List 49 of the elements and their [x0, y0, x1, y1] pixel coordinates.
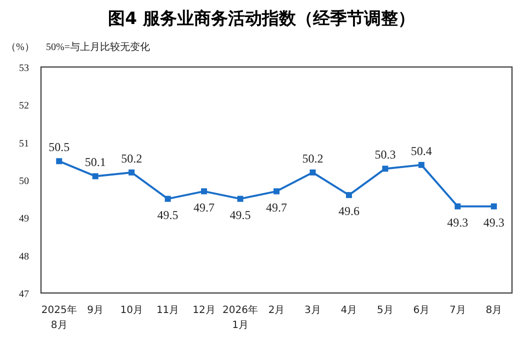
- data-label: 50.4: [410, 144, 432, 158]
- point: [128, 169, 135, 176]
- x-tick-label: 3月: [304, 305, 321, 316]
- data-label: 49.3: [447, 215, 468, 230]
- point: [164, 196, 171, 202]
- x-tick-label: 5月: [377, 305, 394, 316]
- x-tick-label: 8月: [486, 305, 502, 316]
- point: [310, 169, 316, 176]
- point: [92, 173, 98, 180]
- data-label: 50.2: [302, 151, 324, 166]
- point: [237, 196, 244, 202]
- x-tick-label: 12月: [192, 305, 216, 316]
- data-label: 49.5: [157, 208, 178, 222]
- data-label: 50.5: [48, 140, 70, 154]
- y-tick-label: 51: [19, 138, 29, 150]
- y-tick-label: 49: [19, 214, 29, 225]
- y-tick-label: 47: [19, 289, 29, 300]
- data-label: 49.5: [230, 208, 251, 222]
- data-label: 50.2: [121, 151, 142, 166]
- y-tick-label: 52: [19, 100, 29, 112]
- y-tick-label: 48: [19, 251, 29, 262]
- data-label: 49.7: [194, 200, 215, 214]
- point: [490, 203, 497, 210]
- y-tick-label: 53: [19, 63, 29, 74]
- y-axis-title: （%）: [6, 42, 34, 53]
- x-tick-label: 4月: [340, 305, 358, 316]
- data-label: 49.6: [338, 204, 360, 218]
- data-label: 50.3: [374, 148, 396, 162]
- chart-title: 图4 服务业商务活动指数（经季节调整）: [108, 9, 415, 29]
- point: [454, 203, 461, 210]
- x-tick-label: 10月: [120, 305, 143, 316]
- point: [418, 162, 424, 168]
- point: [346, 192, 352, 198]
- point: [201, 188, 208, 194]
- point: [274, 188, 280, 194]
- x-tick-label: 2026年 1月: [222, 304, 258, 331]
- data-label: 49.3: [483, 215, 504, 230]
- x-tick-label: 2月: [268, 305, 285, 316]
- data-label: 49.7: [266, 200, 287, 214]
- data-label: 50.1: [84, 155, 106, 170]
- x-tick-label: 9月: [87, 305, 104, 316]
- x-tick-label: 7月: [449, 305, 466, 316]
- x-tick-label: 11月: [156, 305, 180, 316]
- point: [56, 158, 62, 164]
- x-tick-label: 6月: [413, 305, 430, 316]
- text: 50%=与上月比较无变化: [46, 41, 150, 53]
- y-tick-label: 50: [19, 176, 29, 187]
- x-tick-label: 2025年 8月: [41, 304, 77, 331]
- point: [382, 166, 388, 172]
